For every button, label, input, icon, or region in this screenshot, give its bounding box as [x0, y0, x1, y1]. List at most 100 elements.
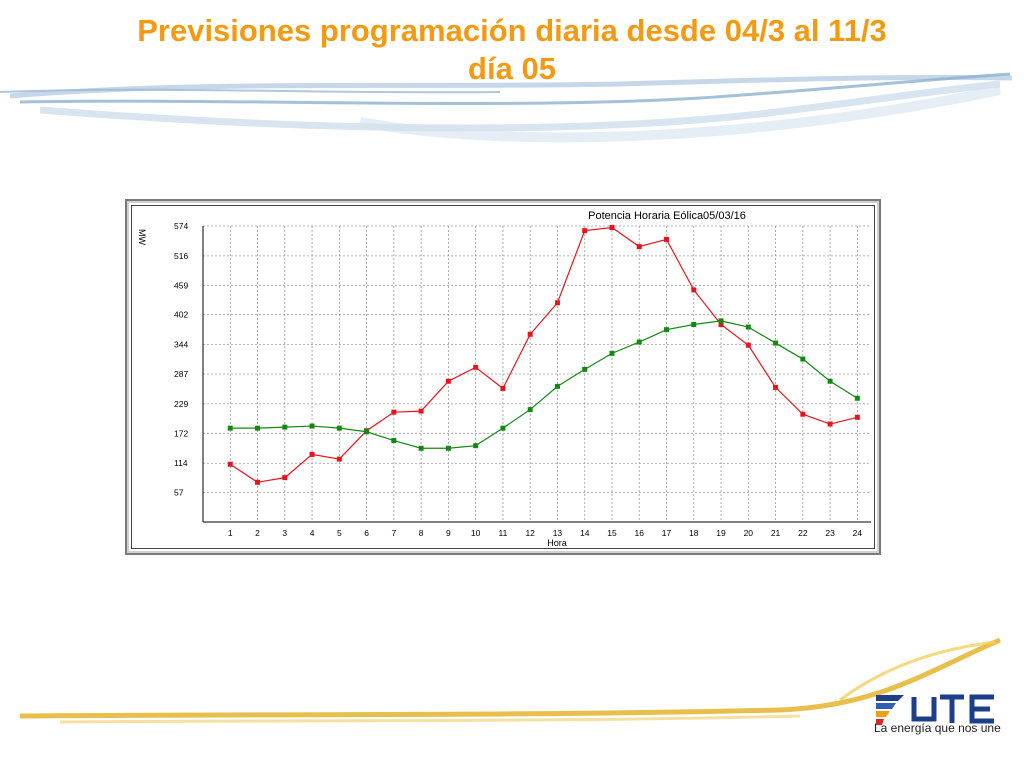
x-tick-label: 19 — [716, 528, 726, 538]
series-1-point — [527, 331, 533, 337]
x-tick-label: 4 — [310, 528, 315, 538]
x-tick-label: 14 — [580, 528, 590, 538]
series-2-point — [664, 327, 670, 333]
series-line-1 — [229, 226, 858, 483]
x-tick-label: 15 — [607, 528, 617, 538]
series-2-point — [500, 425, 506, 431]
x-tick-label: 6 — [364, 528, 369, 538]
series-2-point — [445, 445, 451, 451]
axes — [202, 226, 871, 523]
series-1-point — [500, 385, 506, 391]
logo-wordmark — [911, 694, 994, 724]
series-2-point — [391, 438, 397, 444]
series-2-point — [854, 395, 860, 401]
x-tick-label: 9 — [446, 528, 451, 538]
y-tick-label: 287 — [174, 369, 188, 379]
logo-tagline: La energía que nos une — [874, 721, 1001, 735]
series-1-point — [800, 411, 806, 417]
series-2-point — [527, 407, 533, 413]
y-tick-label: 459 — [174, 280, 188, 290]
x-axis-label: Hora — [547, 538, 567, 548]
series-line-2 — [230, 320, 858, 449]
series-2-point — [473, 443, 479, 449]
x-tick-label: 5 — [337, 528, 342, 538]
y-tick-label: 114 — [174, 458, 188, 468]
series-2-point — [255, 425, 261, 431]
decorative-swoosh-top — [0, 72, 1013, 143]
y-tick-label: 516 — [174, 251, 188, 261]
x-tick-label: 12 — [525, 528, 535, 538]
series-2-point — [282, 424, 288, 430]
x-tick-label: 21 — [771, 528, 781, 538]
slide-title-line2: día 05 — [468, 51, 556, 86]
series-1-point — [391, 409, 397, 415]
x-tick-label: 24 — [853, 528, 863, 538]
chart-title: Potencia Horaria Eólica05/03/16 — [588, 210, 746, 222]
series-1-point — [691, 287, 697, 293]
y-axis-label: MW — [137, 229, 147, 245]
series-1-point — [636, 244, 642, 250]
chart-panel: Potencia Horaria Eólica05/03/16 MW Hora … — [125, 199, 881, 555]
y-tick-label: 229 — [174, 399, 188, 409]
series-2-point — [636, 339, 642, 345]
series-2-point — [718, 318, 724, 324]
series-1-point — [582, 228, 588, 234]
series-1-point — [282, 475, 288, 481]
x-tick-label: 22 — [798, 528, 808, 538]
series-2-point — [582, 366, 588, 372]
y-tick-label: 57 — [174, 488, 184, 498]
series-1-point — [827, 421, 833, 427]
series-2-point — [309, 423, 315, 429]
x-tick-label: 13 — [553, 528, 563, 538]
x-tick-labels: 1 2 3 4 5 6 7 8 9 10 11 12 13 14 15 16 17 18 19 20 21 22 23 24 — [228, 528, 862, 538]
series-layer — [227, 225, 860, 485]
decorative-swoosh-bottom — [19, 637, 1001, 724]
series-1-point — [473, 364, 479, 370]
series-1-point — [773, 384, 779, 390]
series-1-point — [336, 456, 342, 462]
series-1-point — [745, 342, 751, 348]
x-tick-label: 23 — [825, 528, 835, 538]
x-tick-label: 11 — [499, 528, 508, 538]
series-1-point — [609, 225, 615, 231]
series-1-point — [554, 300, 560, 306]
series-2-point — [336, 425, 342, 431]
x-tick-label: 10 — [471, 528, 481, 538]
series-1-point — [309, 451, 315, 457]
series-1-point — [664, 236, 670, 242]
series-2-point — [745, 324, 751, 330]
series-1-point — [418, 408, 424, 414]
series-2-point — [691, 321, 697, 327]
series-1-point — [227, 461, 233, 467]
x-tick-label: 3 — [282, 528, 287, 538]
series-2-point — [800, 356, 806, 362]
x-tick-label: 18 — [689, 528, 699, 538]
chart-panel-inner — [131, 205, 875, 549]
y-tick-label: 574 — [174, 221, 188, 231]
y-tick-labels: 57 114 172 229 287 344 402 459 516 574 — [174, 221, 188, 498]
slide-title-line1: Previsiones programación diaria desde 04… — [137, 13, 887, 48]
x-tick-label: 20 — [744, 528, 754, 538]
x-tick-label: 8 — [419, 528, 424, 538]
y-tick-label: 402 — [174, 310, 188, 320]
ute-logo — [876, 694, 994, 725]
grid-lines — [203, 225, 871, 522]
series-1-point — [854, 414, 860, 420]
x-tick-label: 2 — [255, 528, 260, 538]
x-tick-label: 1 — [228, 528, 233, 538]
series-2-point — [827, 378, 833, 384]
series-2-point — [773, 340, 779, 346]
series-2-point — [227, 425, 233, 431]
line-chart: Potencia Horaria Eólica05/03/16 MW Hora … — [137, 210, 871, 548]
series-2-point — [364, 429, 370, 435]
series-2-point — [554, 383, 560, 389]
x-tick-label: 7 — [391, 528, 396, 538]
slide-title: Previsiones programación diaria desde 04… — [0, 12, 1024, 88]
logo-stripes-icon — [876, 695, 904, 725]
x-tick-label: 17 — [662, 528, 672, 538]
series-2-point — [609, 350, 615, 356]
y-tick-label: 344 — [174, 340, 188, 350]
series-1-point — [445, 378, 451, 384]
x-tick-label: 16 — [635, 528, 645, 538]
series-1-point — [718, 321, 724, 327]
